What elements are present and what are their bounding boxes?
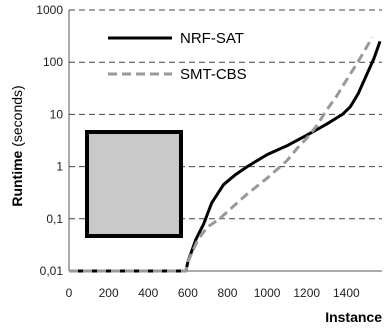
legend-label-nrf-sat: NRF-SAT — [180, 30, 244, 47]
x-tick-label: 0 — [66, 286, 73, 300]
y-tick-label: 1 — [56, 160, 63, 174]
y-tick-label: 100 — [43, 55, 63, 69]
y-tick-label: 0,01 — [40, 264, 64, 278]
x-tick-label: 200 — [99, 286, 119, 300]
legend-label-smt-cbs: SMT-CBS — [180, 66, 247, 83]
image-placeholder-box — [85, 130, 183, 238]
legend: NRF-SAT SMT-CBS — [108, 30, 247, 83]
y-tick-label: 0,1 — [46, 212, 63, 226]
series-line-smt-cbs — [69, 36, 374, 273]
series-line-nrf-sat — [69, 40, 382, 273]
y-tick-label: 10 — [50, 107, 64, 121]
x-tick-label: 800 — [217, 286, 237, 300]
y-tick-labels: 0,01 0,1 1 10 100 1000 — [36, 3, 63, 278]
x-tick-labels: 0 200 400 600 800 1000 1200 1400 — [66, 286, 360, 300]
x-tick-label: 400 — [138, 286, 158, 300]
y-axis-title: Runtime (seconds) — [9, 85, 25, 206]
x-tick-label: 600 — [178, 286, 198, 300]
y-tick-label: 1000 — [36, 3, 63, 17]
y-axis-title-bold: Runtime — [9, 150, 25, 206]
x-tick-label: 1200 — [293, 286, 320, 300]
series-lines — [69, 36, 382, 273]
x-tick-label: 1400 — [333, 286, 360, 300]
x-axis-title: Instance — [325, 309, 382, 325]
x-tick-label: 1000 — [254, 286, 281, 300]
y-axis-title-rest: (seconds) — [9, 85, 25, 146]
